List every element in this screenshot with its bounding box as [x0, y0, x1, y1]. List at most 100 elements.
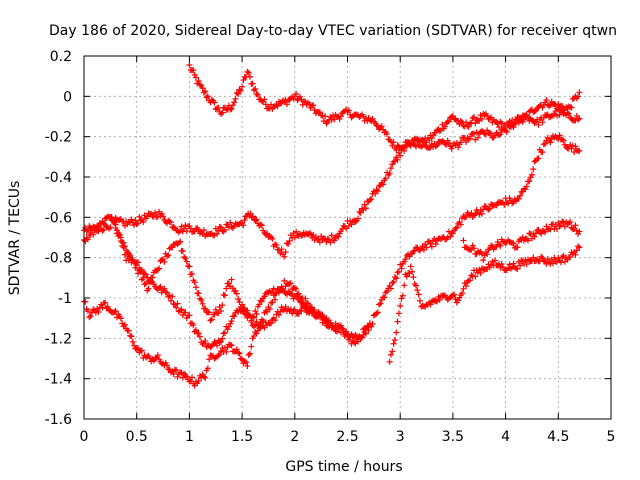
- data-point: [231, 313, 238, 320]
- data-point: [244, 307, 251, 314]
- data-point: [177, 227, 184, 234]
- data-point: [212, 106, 219, 113]
- data-point: [190, 322, 197, 329]
- data-point: [211, 99, 218, 106]
- data-point: [560, 137, 567, 144]
- data-point: [410, 274, 417, 281]
- data-point: [470, 130, 477, 137]
- data-point: [181, 370, 188, 377]
- data-point: [215, 227, 222, 234]
- data-point: [142, 271, 149, 278]
- data-point: [384, 131, 391, 138]
- data-point: [531, 108, 538, 115]
- data-point: [413, 282, 420, 289]
- data-point: [460, 285, 467, 292]
- data-point: [233, 89, 240, 96]
- data-point: [486, 115, 493, 122]
- data-point: [542, 140, 549, 147]
- data-point: [468, 272, 475, 279]
- data-point: [108, 214, 115, 221]
- data-point: [295, 310, 302, 317]
- data-point: [328, 232, 335, 239]
- data-point: [249, 313, 256, 320]
- data-point: [387, 165, 394, 172]
- data-point: [308, 304, 315, 311]
- data-point: [111, 309, 118, 316]
- data-point: [128, 333, 135, 340]
- data-point: [441, 140, 448, 147]
- data-point: [229, 102, 236, 109]
- data-point: [393, 275, 400, 282]
- data-point: [352, 218, 359, 225]
- data-point: [258, 298, 265, 305]
- data-point: [373, 310, 380, 317]
- data-point: [521, 116, 528, 123]
- data-point: [138, 347, 145, 354]
- data-point: [87, 313, 94, 320]
- data-point: [543, 97, 550, 104]
- data-point: [362, 330, 369, 337]
- data-point: [567, 141, 574, 148]
- data-point: [154, 352, 161, 359]
- data-point: [182, 309, 189, 316]
- data-point: [233, 346, 240, 353]
- data-point: [465, 211, 472, 218]
- data-point: [128, 216, 135, 223]
- data-point: [382, 289, 389, 296]
- data-point: [387, 285, 394, 292]
- data-point: [183, 373, 190, 380]
- data-point: [278, 246, 285, 253]
- data-point: [374, 188, 381, 195]
- data-point: [332, 327, 339, 334]
- data-point: [298, 307, 305, 314]
- data-point: [477, 207, 484, 214]
- data-point: [240, 308, 247, 315]
- data-point: [137, 268, 144, 275]
- data-point: [556, 223, 563, 230]
- data-point: [515, 119, 522, 126]
- data-point: [211, 338, 218, 345]
- data-point: [551, 111, 558, 118]
- data-point: [382, 175, 389, 182]
- data-point: [557, 222, 564, 229]
- data-point: [204, 365, 211, 372]
- data-point: [132, 217, 139, 224]
- data-point: [221, 226, 228, 233]
- data-point: [547, 139, 554, 146]
- data-point: [189, 374, 196, 381]
- series-3: [81, 277, 372, 389]
- data-point: [530, 254, 537, 261]
- data-point: [432, 241, 439, 248]
- data-point: [117, 215, 124, 222]
- data-point: [486, 205, 493, 212]
- data-point: [229, 285, 236, 292]
- data-point: [223, 348, 230, 355]
- y-tick-label: 0: [63, 89, 72, 105]
- data-point: [164, 253, 171, 260]
- data-point: [211, 232, 218, 239]
- data-point: [348, 114, 355, 121]
- data-point: [248, 317, 255, 324]
- data-point: [177, 307, 184, 314]
- data-point: [252, 85, 259, 92]
- data-point: [250, 323, 257, 330]
- data-point: [302, 305, 309, 312]
- data-point: [240, 77, 247, 84]
- x-tick-label: 3: [396, 429, 405, 445]
- data-point: [253, 310, 260, 317]
- data-point: [535, 155, 542, 162]
- data-point: [264, 308, 271, 315]
- data-point: [183, 228, 190, 235]
- data-point: [301, 98, 308, 105]
- data-point: [131, 222, 138, 229]
- data-point: [103, 214, 110, 221]
- data-point: [253, 216, 260, 223]
- data-point: [164, 362, 171, 369]
- data-point: [420, 138, 427, 145]
- data-point: [569, 95, 576, 102]
- data-point: [287, 290, 294, 297]
- data-point: [395, 149, 402, 156]
- data-point: [215, 104, 222, 111]
- data-point: [378, 123, 385, 130]
- data-point: [484, 127, 491, 134]
